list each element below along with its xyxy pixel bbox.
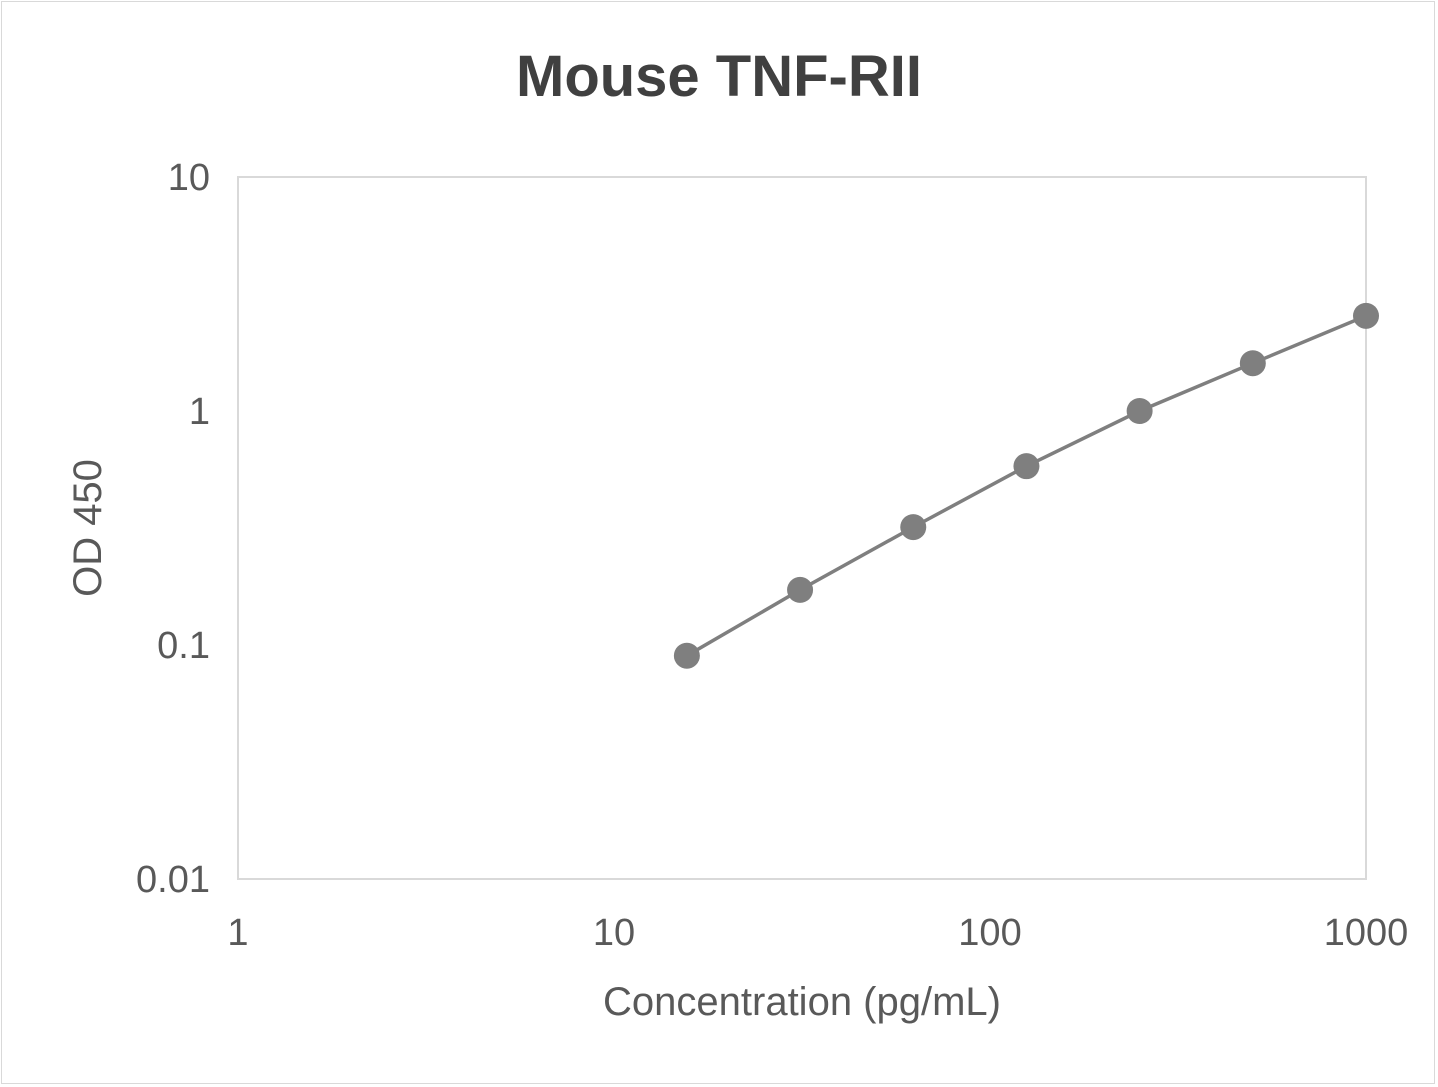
y-tick-label: 1: [189, 391, 210, 433]
x-tick-label: 1000: [1324, 912, 1409, 954]
data-point: [1126, 398, 1153, 424]
data-point: [673, 642, 700, 669]
y-axis-label: OD 450: [66, 459, 110, 597]
x-tick-label: 100: [958, 912, 1021, 954]
data-point: [1239, 350, 1266, 377]
data-point: [1353, 302, 1379, 329]
y-tick-label: 10: [168, 157, 210, 199]
data-point: [1013, 453, 1040, 480]
x-axis-label: Concentration (pg/mL): [603, 980, 1001, 1024]
x-tick-label: 1: [227, 912, 248, 954]
data-point: [900, 514, 927, 541]
data-point: [787, 576, 814, 603]
y-tick-label: 0.01: [136, 859, 210, 901]
y-tick-label: 0.1: [157, 625, 210, 667]
chart-title: Mouse TNF-RII: [516, 44, 922, 109]
plot-area: [237, 176, 1367, 880]
x-tick-label: 10: [593, 912, 635, 954]
